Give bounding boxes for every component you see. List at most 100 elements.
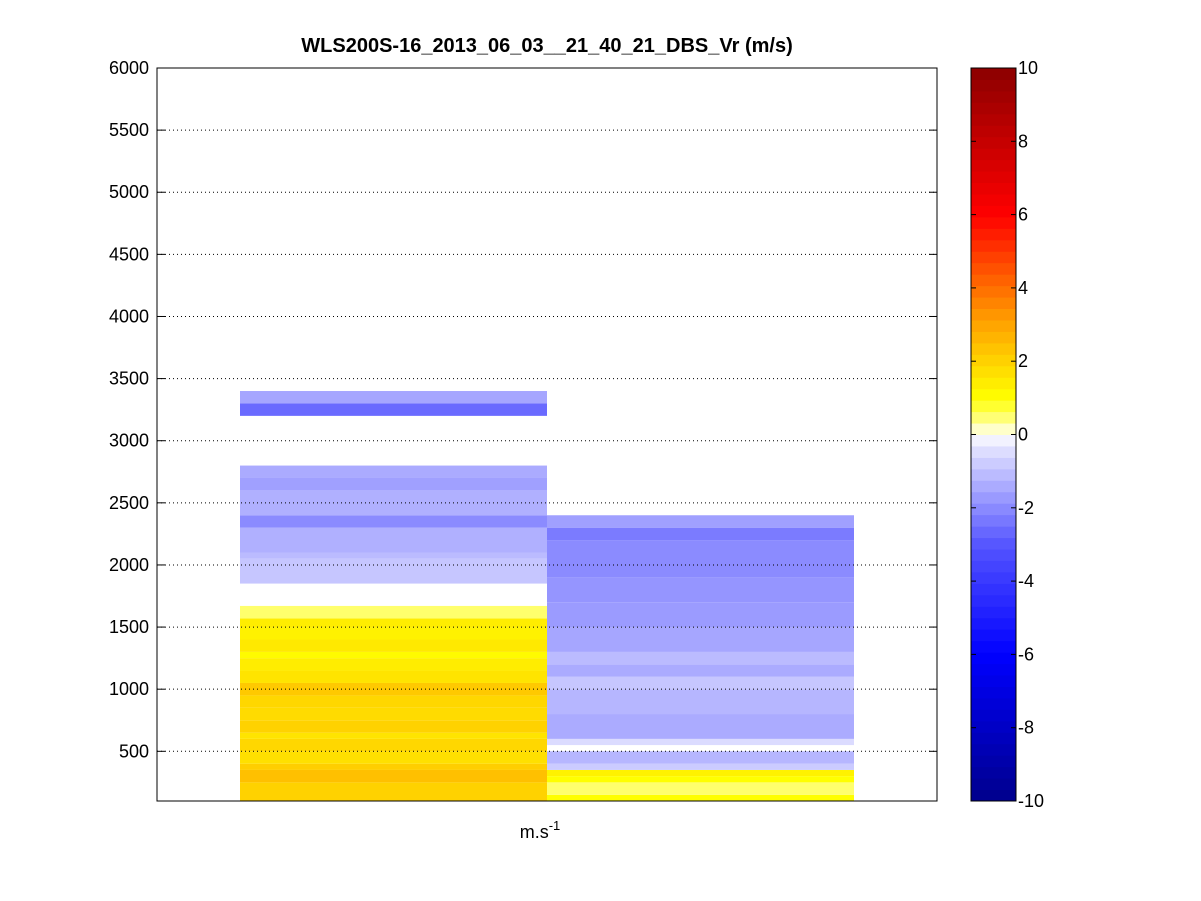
y-tick-label: 5500 [109, 120, 149, 140]
colorbar-swatch [971, 743, 1016, 756]
colorbar-tick-label: 6 [1018, 205, 1028, 225]
colorbar-swatch [971, 125, 1016, 138]
colorbar-swatch [971, 411, 1016, 424]
colorbar-swatch [971, 617, 1016, 630]
colorbar-swatch [971, 480, 1016, 493]
heatmap-cell [547, 676, 854, 690]
colorbar-swatch [971, 216, 1016, 229]
heatmap-cell [240, 558, 547, 584]
heatmap-cell [547, 751, 854, 764]
y-tick-label: 2500 [109, 493, 149, 513]
colorbar-tick-label: 4 [1018, 278, 1028, 298]
colorbar-swatch [971, 319, 1016, 332]
y-axis: 500 1000 1500 2000 2500 3000 3500 4000 4500 5000 5… [109, 58, 937, 761]
colorbar-swatch [971, 709, 1016, 722]
colorbar-tick-label: -8 [1018, 718, 1034, 738]
heatmap-cell [240, 552, 547, 559]
colorbar-swatch [971, 720, 1016, 733]
colorbar-swatch [971, 79, 1016, 92]
colorbar-swatch [971, 571, 1016, 584]
colorbar-swatch [971, 113, 1016, 126]
heatmap-cell [547, 794, 854, 801]
colorbar-swatch [971, 675, 1016, 687]
colorbar-swatch [971, 148, 1016, 161]
colorbar-swatch [971, 68, 1016, 80]
heatmap-cell [240, 515, 547, 528]
colorbar-swatch [971, 560, 1016, 573]
plot-frame [156, 67, 938, 802]
colorbar-swatch [971, 365, 1016, 378]
heatmap-cell [547, 515, 854, 528]
colorbar-swatch [971, 377, 1016, 390]
x-axis-label: m.s-1 [520, 818, 561, 842]
heatmap-cell [240, 707, 547, 721]
colorbar-swatch [971, 285, 1016, 298]
colorbar-swatch [971, 342, 1016, 355]
heatmap-cell [240, 403, 547, 416]
y-tick-label: 1500 [109, 617, 149, 637]
heatmap-cell [240, 465, 547, 478]
colorbar-swatch [971, 594, 1016, 607]
x-axis-label-base: m.s [520, 822, 549, 842]
y-tick-label: 1000 [109, 679, 149, 699]
colorbar-swatch [971, 652, 1016, 665]
colorbar-swatch [971, 468, 1016, 481]
colorbar-swatch [971, 789, 1016, 802]
heatmap-cell [240, 751, 547, 764]
x-axis-label-exponent: -1 [549, 818, 561, 833]
heatmap-cell [240, 763, 547, 770]
colorbar-tick-label: 8 [1018, 131, 1028, 151]
colorbar-swatch [971, 331, 1016, 344]
colorbar-swatch [971, 732, 1016, 745]
heatmap-cell [547, 738, 854, 746]
colorbar-swatch [971, 205, 1016, 218]
heatmap-cell [240, 658, 547, 671]
heatmap-cell [547, 714, 854, 739]
colorbar-swatch [971, 228, 1016, 241]
heatmap-cell [240, 477, 547, 491]
colorbar-tick-label: 10 [1018, 58, 1038, 78]
colorbar-swatch [971, 778, 1016, 791]
colorbar-swatch [971, 297, 1016, 310]
colorbar-swatch [971, 606, 1016, 619]
colorbar-tick-label: 2 [1018, 351, 1028, 371]
heatmap-cell [547, 627, 854, 652]
heatmap-cell [240, 782, 547, 801]
heatmap-cell [547, 769, 854, 777]
colorbar-swatch [971, 136, 1016, 149]
colorbar-axis: -10 -8 -6 -4 -2 0 2 4 6 8 10 [971, 58, 1044, 811]
colorbar-swatch [971, 491, 1016, 504]
heatmap-cell [240, 527, 547, 553]
colorbar-swatch [971, 629, 1016, 642]
heatmap-cell [547, 527, 854, 541]
colorbar-swatch [971, 400, 1016, 413]
colorbar-swatch [971, 445, 1016, 458]
y-tick-label: 3500 [109, 369, 149, 389]
colorbar-swatch [971, 549, 1016, 561]
heatmap-cell [240, 639, 547, 652]
colorbar-swatch [971, 90, 1016, 103]
heatmap-cell [240, 720, 547, 733]
y-tick-label: 4000 [109, 306, 149, 326]
colorbar-swatch [971, 274, 1016, 287]
heatmap-cell [240, 738, 547, 752]
heatmap-cell [547, 664, 854, 677]
heatmap-cell [240, 618, 547, 628]
plot-cells [240, 391, 854, 801]
colorbar-swatch [971, 640, 1016, 653]
heatmap-cell [547, 776, 854, 783]
colorbar-swatch [971, 308, 1016, 321]
colorbar-tick-label: -10 [1018, 791, 1044, 811]
heatmap-cell [240, 695, 547, 708]
heatmap-cell [547, 602, 854, 628]
colorbar-swatch [971, 159, 1016, 172]
heatmap-cell [547, 689, 854, 715]
heatmap-cell [240, 627, 547, 640]
heatmap-cell [547, 651, 854, 665]
chart-title: WLS200S-16_2013_06_03__21_40_21_DBS_Vr (… [301, 35, 792, 57]
heatmap-cell [547, 577, 854, 603]
y-tick-label: 4500 [109, 244, 149, 264]
heatmap-cell [240, 651, 547, 659]
colorbar-swatch [971, 354, 1016, 367]
